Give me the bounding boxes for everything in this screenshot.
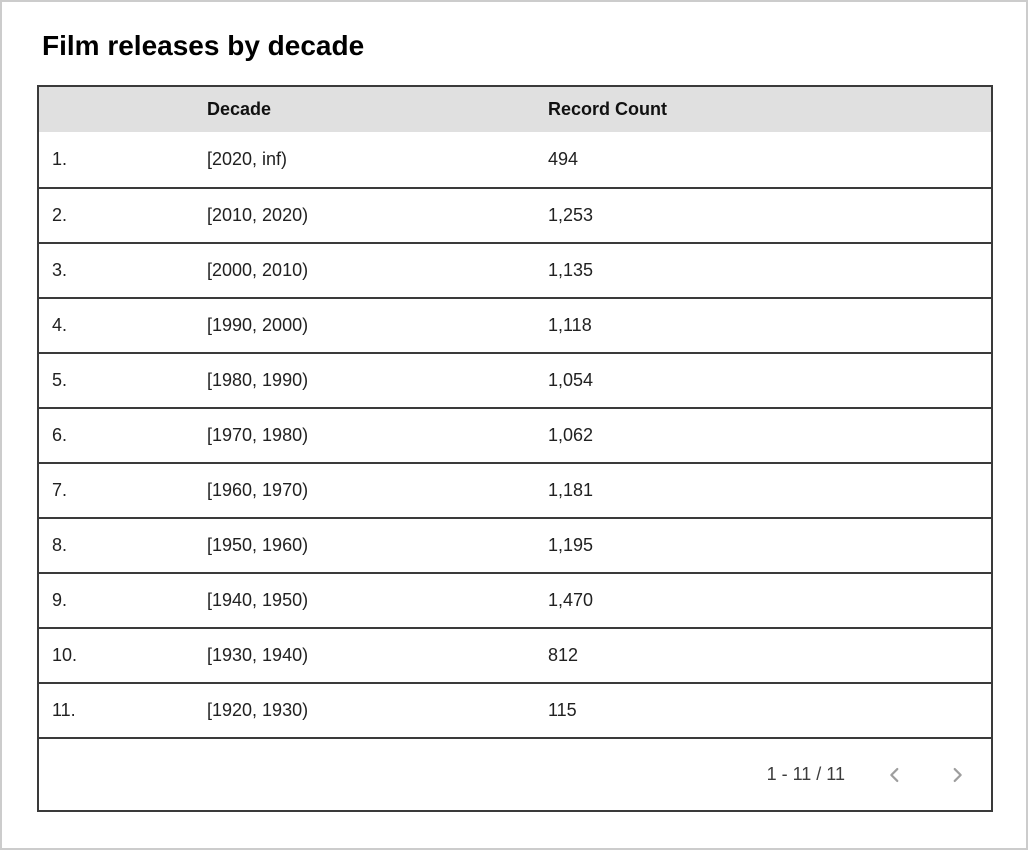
row-record-count: 1,118 xyxy=(548,315,592,335)
table-row: 6. [1970, 1980) 1,062 xyxy=(39,407,991,462)
row-index: 10. xyxy=(52,645,78,665)
table-body: 1. [2020, inf) 494 2. [2010, 2020) 1,253… xyxy=(39,132,991,737)
row-index: 7. xyxy=(52,480,68,500)
table-row: 11. [1920, 1930) 115 xyxy=(39,682,991,737)
table-row: 4. [1990, 2000) 1,118 xyxy=(39,297,991,352)
row-index: 5. xyxy=(52,370,68,390)
pagination-next-button[interactable] xyxy=(945,763,969,787)
row-index: 11. xyxy=(52,700,76,720)
data-table: Decade Record Count 1. [2020, inf) 494 2… xyxy=(37,85,993,812)
table-row: 2. [2010, 2020) 1,253 xyxy=(39,187,991,242)
row-record-count: 812 xyxy=(548,645,579,665)
row-index: 4. xyxy=(52,315,68,335)
row-decade: [1940, 1950) xyxy=(207,590,309,610)
row-decade: [1960, 1970) xyxy=(207,480,309,500)
row-decade: [1970, 1980) xyxy=(207,425,309,445)
chevron-right-icon xyxy=(946,764,968,786)
header-record-count[interactable]: Record Count xyxy=(548,99,667,119)
table-row: 9. [1940, 1950) 1,470 xyxy=(39,572,991,627)
table-row: 7. [1960, 1970) 1,181 xyxy=(39,462,991,517)
row-record-count: 1,135 xyxy=(548,260,594,280)
header-decade[interactable]: Decade xyxy=(207,99,272,119)
row-decade: [2020, inf) xyxy=(207,149,288,169)
table-row: 10. [1930, 1940) 812 xyxy=(39,627,991,682)
row-record-count: 1,195 xyxy=(548,535,594,555)
row-index: 8. xyxy=(52,535,68,555)
row-index: 3. xyxy=(52,260,68,280)
row-record-count: 1,470 xyxy=(548,590,594,610)
row-decade: [2000, 2010) xyxy=(207,260,309,280)
row-record-count: 1,181 xyxy=(548,480,594,500)
row-decade: [1950, 1960) xyxy=(207,535,309,555)
row-decade: [1990, 2000) xyxy=(207,315,309,335)
table-row: 3. [2000, 2010) 1,135 xyxy=(39,242,991,297)
table-row: 5. [1980, 1990) 1,054 xyxy=(39,352,991,407)
table-row: 8. [1950, 1960) 1,195 xyxy=(39,517,991,572)
row-decade: [2010, 2020) xyxy=(207,205,309,225)
pagination-range: 1 - 11 / 11 xyxy=(766,764,845,784)
chevron-left-icon xyxy=(884,764,906,786)
pagination-prev-button[interactable] xyxy=(883,763,907,787)
row-decade: [1930, 1940) xyxy=(207,645,309,665)
table-row: 1. [2020, inf) 494 xyxy=(39,132,991,187)
row-record-count: 494 xyxy=(548,149,579,169)
row-record-count: 1,054 xyxy=(548,370,594,390)
row-index: 9. xyxy=(52,590,68,610)
row-index: 6. xyxy=(52,425,68,445)
row-index: 2. xyxy=(52,205,68,225)
row-record-count: 1,253 xyxy=(548,205,594,225)
row-record-count: 1,062 xyxy=(548,425,594,445)
chart-title: Film releases by decade xyxy=(42,30,365,61)
row-decade: [1980, 1990) xyxy=(207,370,309,390)
table-footer: 1 - 11 / 11 xyxy=(39,737,991,810)
row-index: 1. xyxy=(52,149,68,169)
row-record-count: 115 xyxy=(548,700,577,720)
table-header-row: Decade Record Count xyxy=(39,87,991,132)
row-decade: [1920, 1930) xyxy=(207,700,309,720)
